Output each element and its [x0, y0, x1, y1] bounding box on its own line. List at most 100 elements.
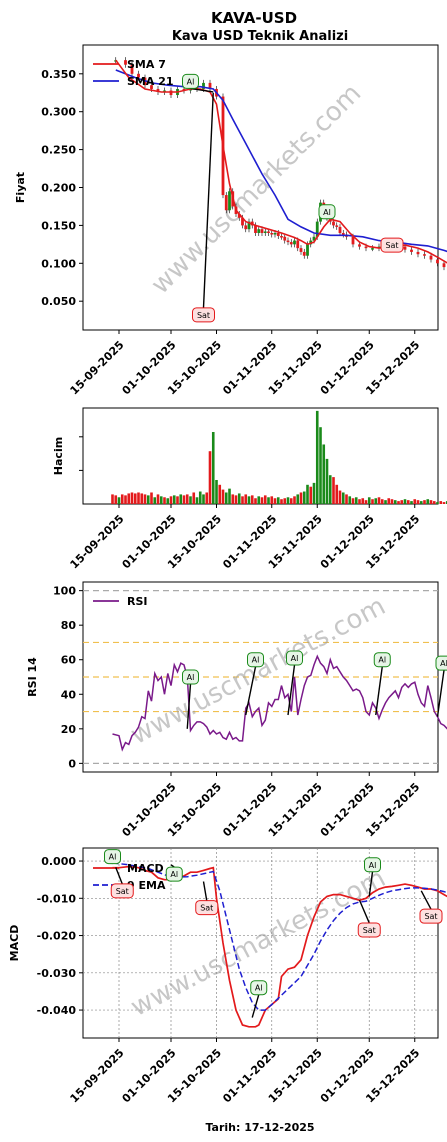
volume-bar: [358, 499, 361, 504]
y-tick-label: 20: [61, 723, 77, 736]
buy-signal-label: Al: [255, 984, 263, 993]
y-tick-label: -0.010: [37, 892, 77, 905]
price-candle: [150, 85, 153, 89]
plot-frame: [82, 847, 439, 1039]
volume-bar: [348, 496, 352, 504]
sell-signal-label: Sat: [385, 241, 398, 250]
price-candle: [312, 236, 316, 241]
price-candle: [335, 225, 339, 227]
volume-bar: [332, 477, 335, 504]
y-tick-label: 0.200: [41, 182, 76, 195]
y-tick-label: 0.150: [41, 219, 76, 232]
buy-signal-box: [247, 652, 264, 668]
volume-bar: [312, 482, 316, 504]
volume-bar: [208, 451, 212, 504]
price-candle: [332, 221, 335, 226]
signal-line: [112, 862, 447, 1011]
price-candle: [341, 232, 345, 235]
volume-bar: [390, 499, 394, 504]
price-candle: [247, 221, 251, 230]
volume-bar: [133, 493, 137, 504]
volume-bar: [345, 494, 348, 504]
y-tick-label: -0.030: [37, 967, 77, 980]
price-candle: [423, 254, 426, 256]
volume-bar: [228, 488, 231, 504]
price-candle: [267, 231, 270, 233]
buy-signal-label: Al: [440, 659, 447, 668]
price-candle: [351, 236, 355, 245]
y-axis-label: MACD: [8, 925, 21, 962]
annotation-arrow: [375, 666, 383, 716]
volume-bar: [156, 494, 160, 504]
volume-bar: [380, 499, 384, 504]
volume-bar: [289, 498, 293, 504]
buy-signal-label: Al: [291, 654, 299, 663]
volume-bar: [371, 499, 374, 504]
buy-signal-label: Al: [187, 77, 195, 86]
y-tick-label: 0: [68, 757, 76, 770]
volume-bar: [322, 444, 326, 504]
y-tick-label: 60: [61, 654, 77, 667]
price-candle: [254, 225, 257, 233]
buy-signal-label: Al: [323, 208, 331, 217]
volume-bar: [286, 497, 290, 504]
annotation-arrow: [186, 683, 192, 729]
volume-bar: [419, 501, 423, 504]
volume-bar: [198, 491, 202, 504]
volume-bar: [426, 499, 430, 504]
price-candle: [224, 195, 228, 211]
volume-bar: [354, 497, 358, 504]
volume-bar: [169, 496, 173, 504]
buy-signal-label: Al: [170, 870, 178, 879]
volume-bar: [445, 501, 447, 504]
price-candle: [338, 226, 342, 233]
volume-bar: [163, 497, 166, 504]
volume-bar: [406, 500, 410, 504]
sell-signal-box: [419, 908, 443, 924]
volume-bar: [319, 427, 322, 504]
sell-signal-label: Sat: [200, 904, 213, 913]
volume-bar: [442, 502, 446, 504]
volume-bar: [143, 494, 147, 504]
price-candle: [289, 242, 293, 245]
volume-bar: [244, 494, 248, 504]
volume-bar: [215, 480, 218, 504]
price-candle: [283, 236, 287, 241]
buy-signal-label: Al: [369, 861, 377, 870]
annotation-arrow: [251, 994, 260, 1018]
y-tick-label: -0.020: [37, 930, 77, 943]
y-tick-label: 100: [53, 585, 76, 598]
volume-bar: [335, 484, 339, 504]
y-axis-label: RSI 14: [26, 657, 39, 697]
volume-bar: [205, 492, 209, 504]
volume-bar: [400, 500, 404, 504]
buy-signal-label: Al: [252, 656, 260, 665]
price-candle: [403, 246, 407, 250]
y-axis-label: Hacim: [52, 437, 65, 475]
y-tick-label: 0.100: [41, 257, 76, 270]
date-label: Tarih: 17-12-2025: [205, 1121, 314, 1134]
price-candle: [228, 191, 231, 211]
volume-bar: [140, 493, 144, 504]
chart-subtitle: Kava USD Teknik Analizi: [172, 29, 348, 44]
volume-bar: [185, 494, 189, 504]
annotation-arrow: [202, 92, 214, 308]
y-tick-label: 80: [61, 619, 77, 632]
volume-bar: [114, 495, 118, 504]
sell-signal-box: [110, 883, 134, 899]
buy-signal-box: [182, 73, 199, 89]
price-candle: [273, 232, 277, 235]
volume-bar: [283, 498, 287, 504]
price-candle: [270, 232, 274, 235]
buy-signal-box: [286, 650, 303, 666]
legend-entry: 9 EMA: [127, 879, 166, 892]
volume-bar: [416, 500, 420, 504]
price-candle: [156, 88, 160, 92]
rsi-line: [112, 654, 447, 752]
price-candle: [263, 231, 267, 233]
legend-entry: MACD: [127, 862, 164, 875]
price-candle: [286, 240, 290, 243]
plot-frame: [82, 407, 439, 505]
volume-bar: [195, 497, 199, 504]
